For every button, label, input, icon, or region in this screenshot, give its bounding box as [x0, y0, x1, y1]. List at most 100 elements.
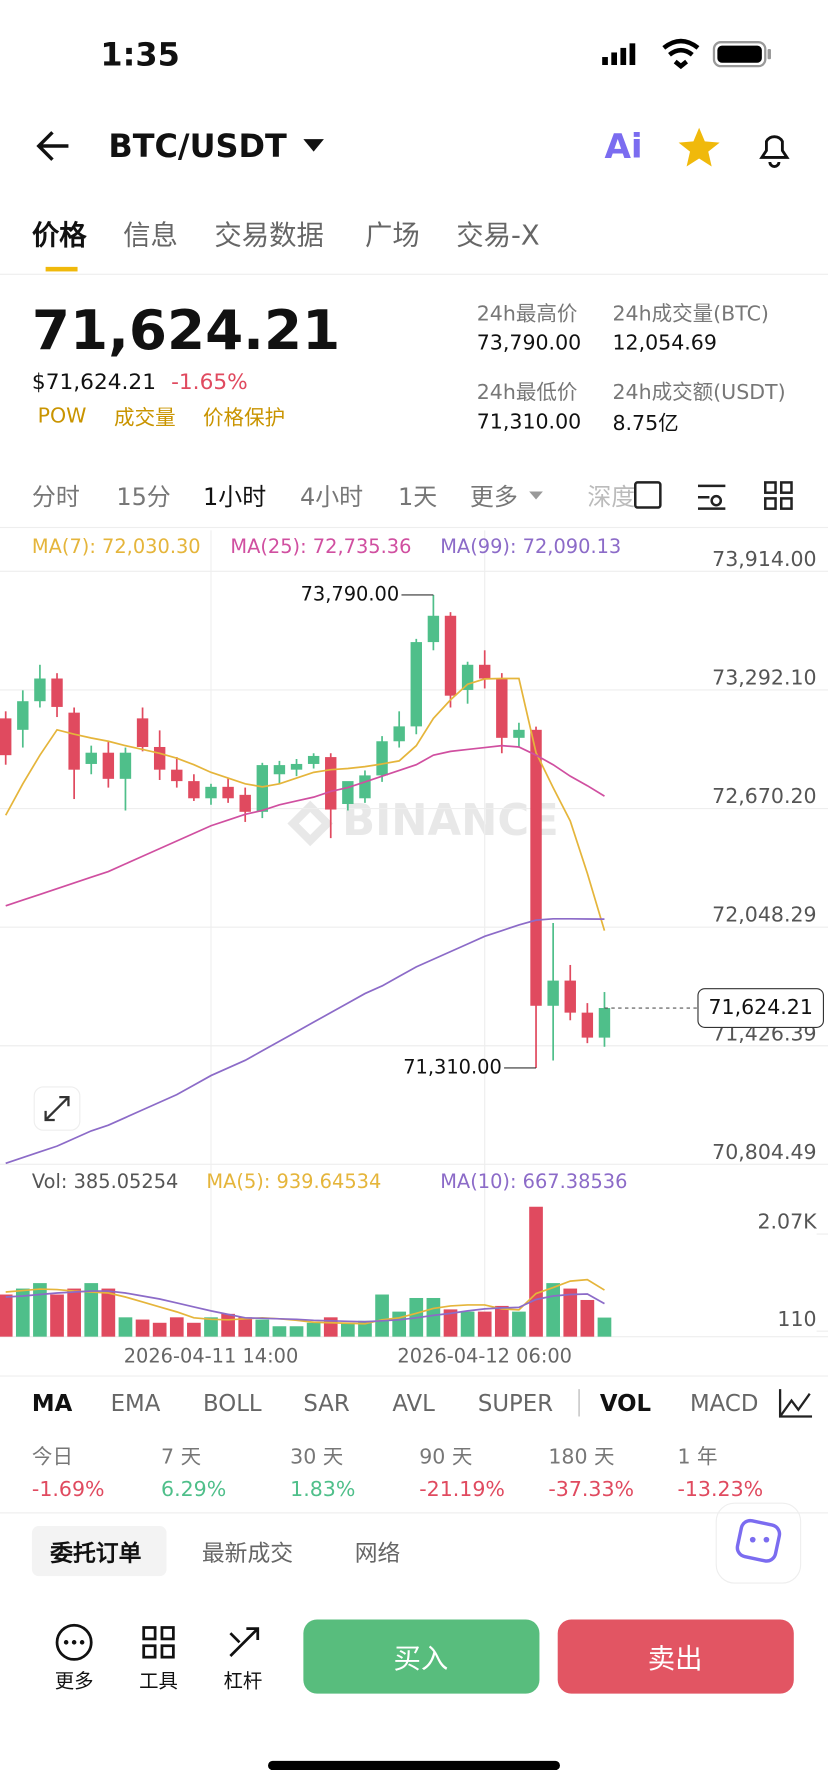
candle-body: [461, 664, 474, 690]
stat-label: 24h最低价: [476, 380, 578, 405]
tag[interactable]: POW: [37, 404, 87, 429]
draw-tool-icon[interactable]: [634, 481, 662, 509]
tool-label[interactable]: 更多: [54, 1670, 94, 1694]
layout-icon[interactable]: [764, 481, 793, 510]
indicator[interactable]: AVL: [392, 1389, 435, 1417]
candle-body: [427, 615, 440, 643]
candle-body: [17, 701, 29, 730]
signal-icon: [602, 43, 636, 66]
bell-icon[interactable]: [759, 135, 790, 168]
interval[interactable]: 深度: [587, 483, 636, 511]
ai-assistant-button[interactable]: [715, 1502, 802, 1584]
indicator[interactable]: EMA: [110, 1389, 161, 1417]
candle-body: [119, 752, 132, 779]
indicator[interactable]: SAR: [303, 1389, 350, 1417]
perf-value: -13.23%: [677, 1477, 764, 1502]
stat-label: 24h成交额(USDT): [612, 380, 786, 405]
ai-icon[interactable]: Ai: [604, 127, 642, 167]
volume-bar: [375, 1294, 389, 1337]
candle-body: [547, 980, 559, 1006]
stat-value: 71,310.00: [476, 410, 582, 434]
pair-dropdown[interactable]: [303, 139, 324, 152]
volume-bar: [460, 1311, 475, 1337]
divider: [578, 1389, 580, 1417]
active-tab-indicator: [45, 266, 78, 272]
tab[interactable]: 广场: [364, 219, 420, 252]
volume-bar: [67, 1288, 81, 1337]
tag[interactable]: 价格保护: [203, 406, 286, 430]
perf-value: -1.69%: [31, 1477, 105, 1502]
volume-bar: [169, 1317, 184, 1337]
order-tab[interactable]: 网络: [354, 1539, 401, 1567]
pair-title[interactable]: BTC/USDT: [108, 127, 287, 165]
y-tick-label: 73,914.00: [712, 547, 816, 571]
volume-bar: [84, 1283, 99, 1337]
more-dropdown[interactable]: [529, 491, 543, 500]
legend-entry: MA(5): 939.64534: [206, 1170, 381, 1193]
indicator[interactable]: BOLL: [203, 1389, 262, 1417]
chart-type-icon[interactable]: [778, 1389, 813, 1418]
indicator[interactable]: VOL: [599, 1389, 652, 1417]
ma-line: [5, 744, 605, 907]
perf-label: 30 天: [290, 1445, 344, 1469]
volume-bar: [33, 1283, 47, 1337]
favorite-star[interactable]: [678, 127, 720, 167]
volume-bar: [341, 1322, 355, 1337]
order-tab[interactable]: 最新成交: [201, 1539, 294, 1567]
interval[interactable]: 4小时: [299, 483, 364, 511]
tab[interactable]: 价格: [31, 219, 87, 252]
ma-line: [5, 1278, 605, 1325]
back-button[interactable]: [36, 131, 69, 161]
active-order-tab-bg: [31, 1525, 167, 1577]
candle-body: [342, 781, 354, 805]
more-icon[interactable]: [55, 1623, 93, 1661]
perf-label: 今日: [31, 1445, 73, 1469]
candle-body: [34, 678, 46, 702]
y-tick-label: 110: [777, 1307, 816, 1331]
interval[interactable]: 更多: [469, 483, 518, 511]
y-tick-label: 73,292.10: [712, 666, 816, 690]
volume-bar: [597, 1317, 612, 1337]
volume-bar: [306, 1322, 321, 1337]
indicator[interactable]: MA: [31, 1389, 73, 1417]
tab[interactable]: 交易数据: [214, 219, 324, 252]
tool-label[interactable]: 杠杆: [223, 1670, 263, 1694]
y-tick-label: 72,670.20: [712, 784, 816, 808]
settings-icon[interactable]: [697, 484, 726, 510]
candle-body: [68, 712, 80, 770]
volume-bar: [0, 1294, 13, 1337]
buy-label[interactable]: 买入: [393, 1642, 449, 1675]
candle-body: [376, 741, 388, 776]
tool-label[interactable]: 工具: [139, 1670, 178, 1694]
interval[interactable]: 分时: [31, 483, 80, 511]
status-time: 1:35: [100, 35, 180, 74]
watermark-logo: [287, 800, 334, 847]
x-tick-label: 2026-04-11 14:00: [124, 1345, 299, 1368]
interval[interactable]: 1天: [398, 483, 438, 511]
volume-bar: [15, 1288, 30, 1337]
ma-line: [5, 917, 605, 1165]
tab[interactable]: 交易-X: [456, 219, 540, 252]
indicator[interactable]: SUPER: [477, 1389, 554, 1417]
interval[interactable]: 15分: [116, 483, 171, 511]
volume-bar: [529, 1206, 543, 1337]
sell-button[interactable]: [557, 1619, 794, 1694]
indicator[interactable]: MACD: [690, 1389, 759, 1417]
fullscreen-button[interactable]: [33, 1086, 81, 1131]
candle-body: [239, 794, 251, 812]
order-tab[interactable]: 委托订单: [50, 1539, 142, 1567]
interval[interactable]: 1小时: [203, 483, 267, 511]
separator: [0, 1512, 828, 1514]
tools-icon[interactable]: [142, 1626, 175, 1659]
tag[interactable]: 成交量: [114, 406, 176, 430]
leverage-icon[interactable]: [229, 1627, 260, 1657]
candle-body: [205, 786, 217, 799]
separator: [0, 1375, 828, 1377]
sell-label[interactable]: 卖出: [647, 1642, 703, 1675]
candle-body: [359, 775, 371, 799]
candle-body: [513, 729, 525, 738]
tab[interactable]: 信息: [123, 219, 178, 252]
buy-button[interactable]: [303, 1619, 540, 1694]
